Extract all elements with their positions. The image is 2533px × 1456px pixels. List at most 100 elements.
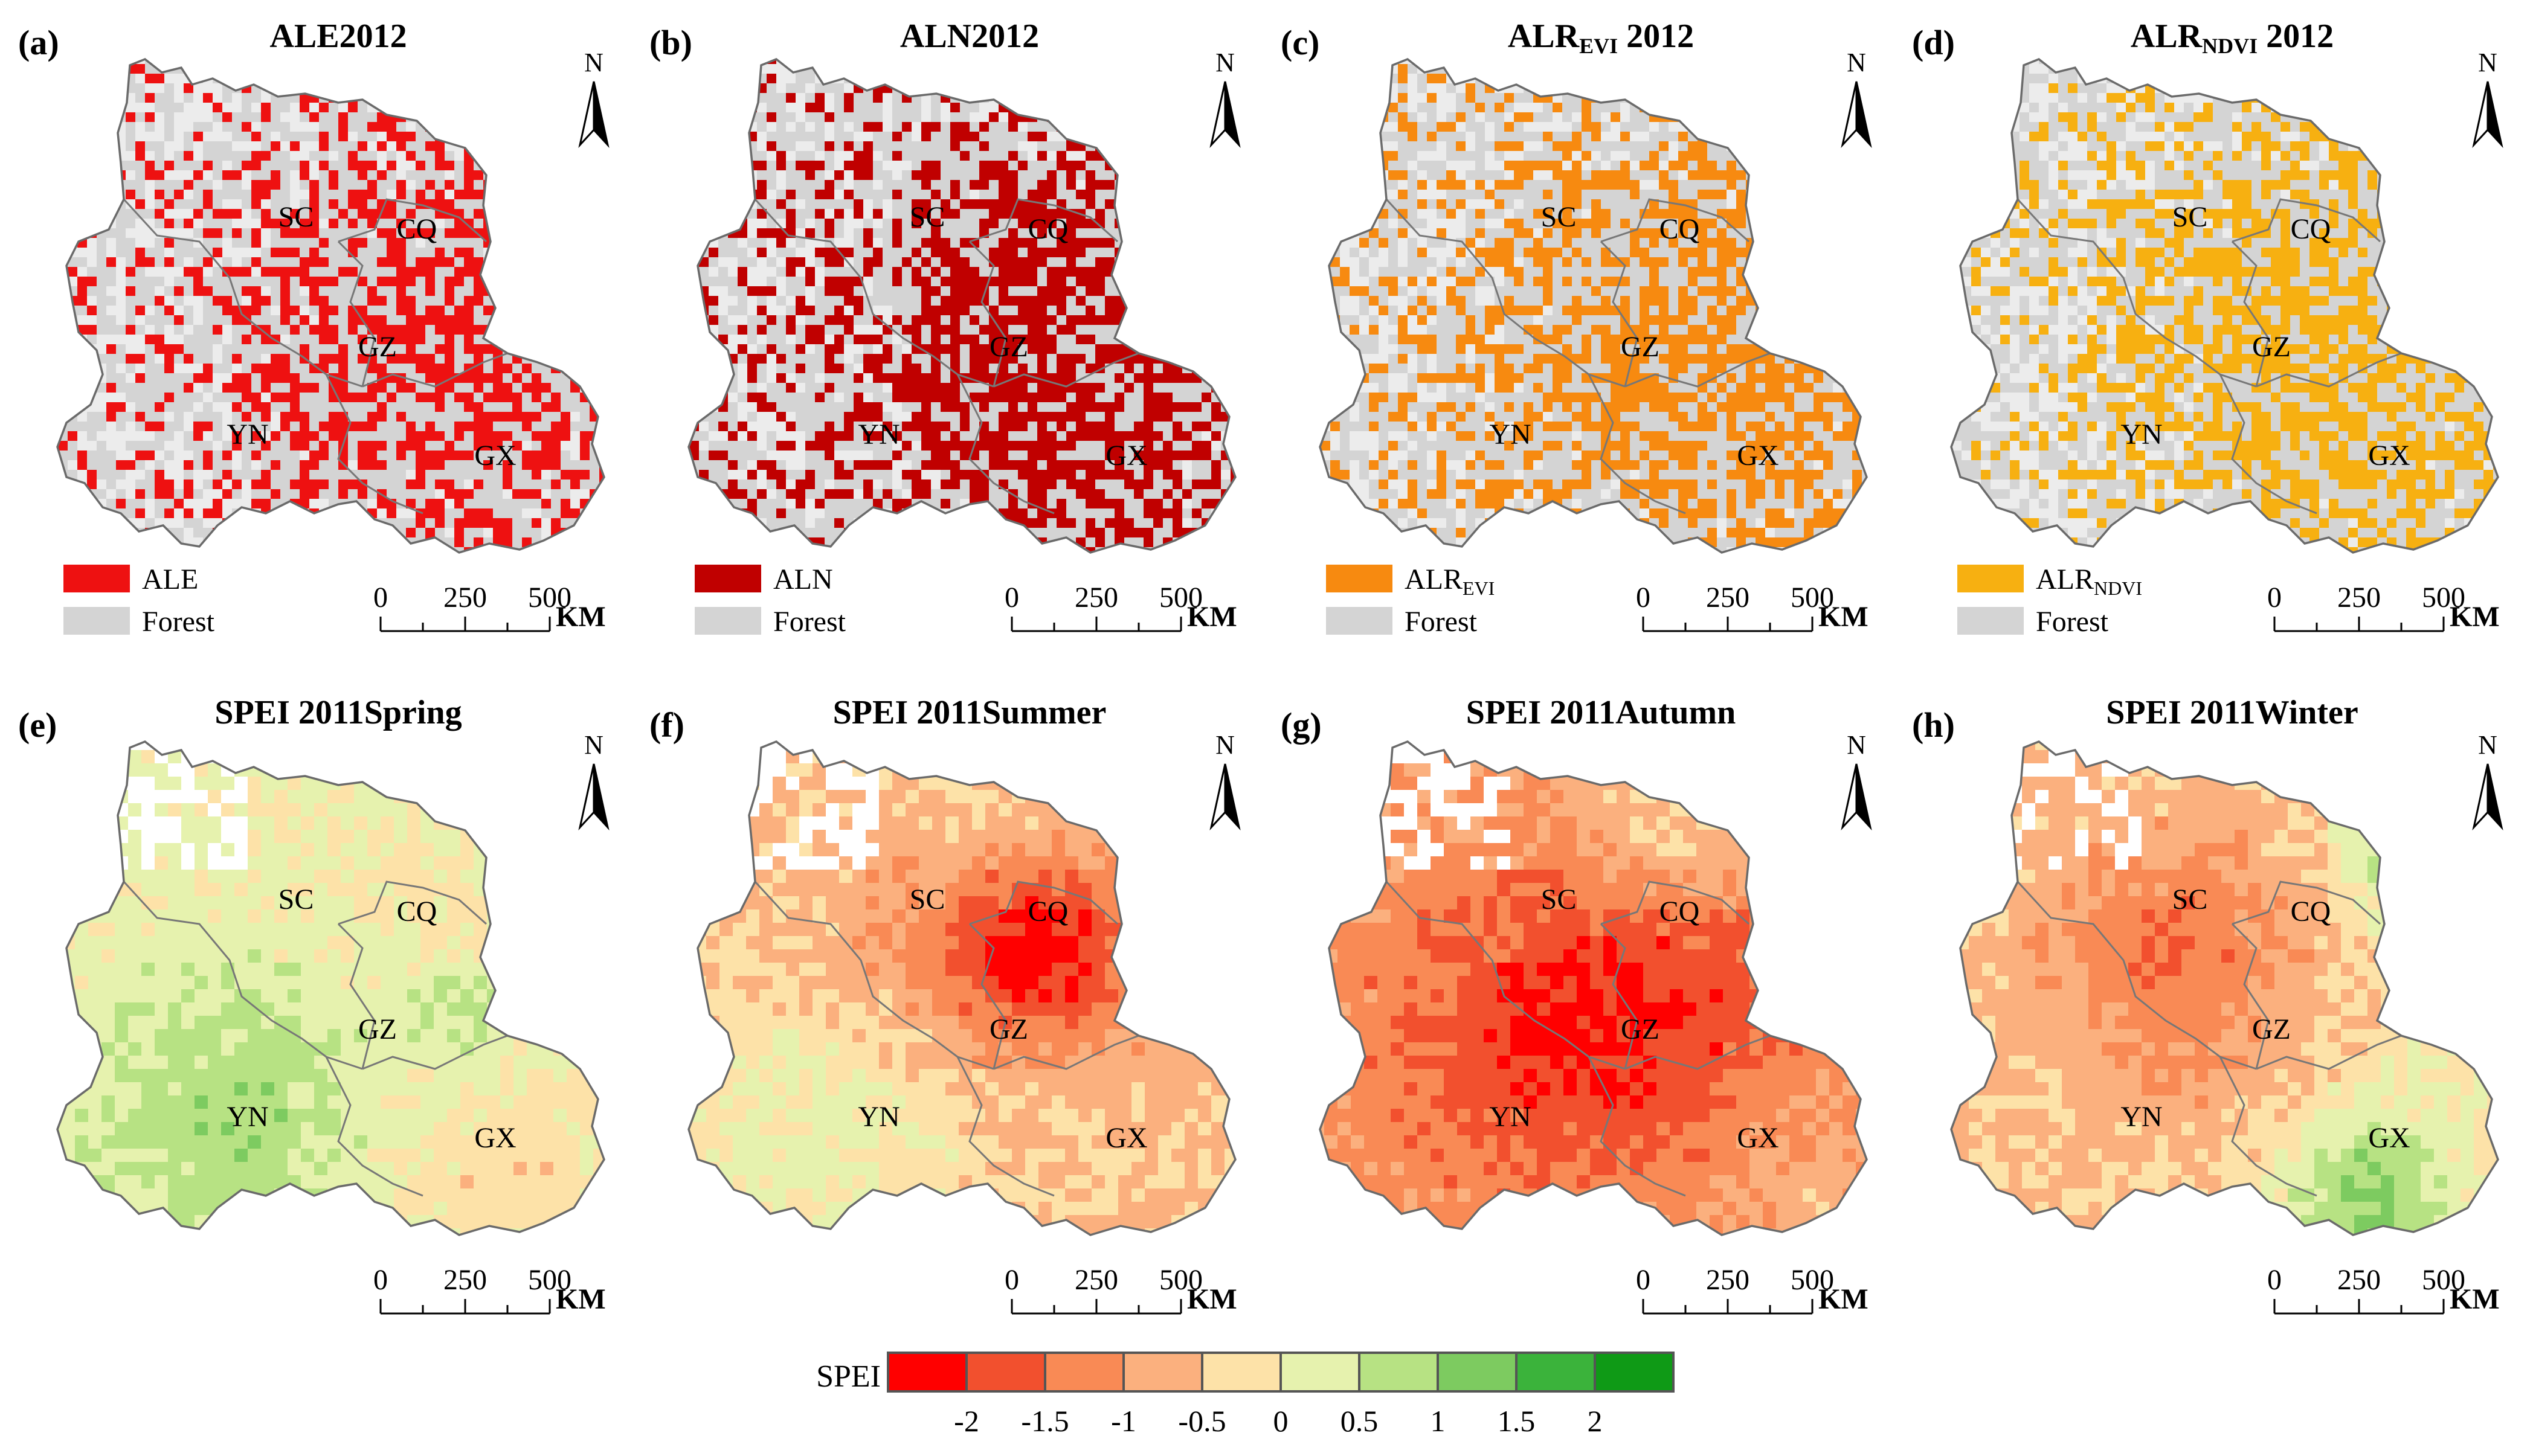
map-pixel bbox=[1047, 441, 1057, 451]
map-pixel bbox=[1124, 277, 1134, 286]
map-pixel bbox=[532, 489, 541, 499]
map-pixel bbox=[309, 479, 319, 489]
map-pixel bbox=[1173, 267, 1182, 277]
map-pixel bbox=[551, 122, 561, 132]
map-pixel bbox=[709, 151, 718, 161]
map-pixel bbox=[570, 296, 580, 306]
map-pixel bbox=[425, 112, 435, 122]
map-pixel bbox=[1105, 141, 1115, 151]
map-pixel bbox=[561, 132, 570, 141]
map-pixel bbox=[541, 122, 551, 132]
map-pixel bbox=[1182, 93, 1192, 103]
map-pixel bbox=[242, 228, 251, 238]
map-pixel bbox=[358, 151, 367, 161]
map-pixel bbox=[222, 151, 232, 161]
map-pixel bbox=[396, 286, 406, 296]
map-pixel bbox=[48, 209, 58, 219]
map-pixel bbox=[815, 325, 825, 335]
map-pixel bbox=[406, 451, 416, 460]
map-pixel bbox=[483, 557, 493, 566]
map-pixel bbox=[1221, 277, 1231, 286]
map-pixel bbox=[1124, 373, 1134, 383]
map-pixel bbox=[1105, 315, 1115, 325]
map-pixel bbox=[902, 286, 912, 296]
map-pixel bbox=[776, 151, 786, 161]
map-pixel bbox=[435, 499, 445, 508]
map-pixel bbox=[387, 422, 396, 431]
map-pixel bbox=[844, 190, 854, 199]
map-pixel bbox=[989, 209, 999, 219]
map-pixel bbox=[689, 122, 699, 132]
map-pixel bbox=[309, 257, 319, 267]
map-pixel bbox=[786, 354, 796, 364]
map-pixel bbox=[854, 286, 863, 296]
map-pixel bbox=[1163, 518, 1173, 528]
map-pixel bbox=[1018, 441, 1028, 451]
map-pixel bbox=[155, 460, 164, 470]
map-pixel bbox=[609, 180, 619, 190]
map-pixel bbox=[1173, 373, 1182, 383]
map-pixel bbox=[815, 335, 825, 344]
map-pixel bbox=[1076, 431, 1086, 441]
map-pixel bbox=[950, 344, 960, 354]
map-pixel bbox=[1202, 257, 1211, 267]
map-pixel bbox=[155, 402, 164, 412]
map-pixel bbox=[135, 83, 145, 93]
map-pixel bbox=[902, 132, 912, 141]
map-pixel bbox=[290, 248, 300, 257]
map-pixel bbox=[280, 422, 290, 431]
map-pixel bbox=[58, 238, 68, 248]
map-pixel bbox=[1144, 267, 1153, 277]
map-pixel bbox=[319, 54, 329, 64]
map-pixel bbox=[454, 93, 464, 103]
map-pixel bbox=[1086, 315, 1095, 325]
map-pixel bbox=[921, 296, 931, 306]
map-pixel bbox=[512, 64, 522, 74]
map-pixel bbox=[1182, 315, 1192, 325]
map-pixel bbox=[1095, 209, 1105, 219]
map-pixel bbox=[280, 132, 290, 141]
map-pixel bbox=[1095, 460, 1105, 470]
map-pixel bbox=[145, 257, 155, 267]
map-pixel bbox=[541, 296, 551, 306]
map-pixel bbox=[590, 344, 599, 354]
map-pixel bbox=[1086, 83, 1095, 93]
map-pixel bbox=[1192, 141, 1202, 151]
map-pixel bbox=[776, 93, 786, 103]
map-pixel bbox=[1066, 470, 1076, 479]
map-pixel bbox=[416, 54, 425, 64]
map-pixel bbox=[767, 402, 776, 412]
map-pixel bbox=[747, 441, 757, 451]
map-pixel bbox=[757, 451, 767, 460]
map-pixel bbox=[271, 451, 280, 460]
map-pixel bbox=[155, 238, 164, 248]
map-pixel bbox=[1115, 364, 1124, 373]
map-pixel bbox=[902, 470, 912, 479]
map-pixel bbox=[222, 170, 232, 180]
map-pixel bbox=[493, 170, 503, 180]
map-pixel bbox=[551, 74, 561, 83]
map-pixel bbox=[1008, 248, 1018, 257]
map-pixel bbox=[145, 112, 155, 122]
map-pixel bbox=[863, 335, 873, 344]
map-pixel bbox=[116, 402, 126, 412]
map-pixel bbox=[329, 219, 338, 228]
map-pixel bbox=[999, 199, 1008, 209]
map-pixel bbox=[464, 441, 474, 451]
map-pixel bbox=[747, 499, 757, 508]
map-pixel bbox=[1105, 393, 1115, 402]
map-pixel bbox=[145, 344, 155, 354]
map-pixel bbox=[825, 141, 834, 151]
map-pixel bbox=[1105, 122, 1115, 132]
map-pixel bbox=[309, 267, 319, 277]
map-pixel bbox=[718, 161, 728, 170]
map-pixel bbox=[551, 132, 561, 141]
map-pixel bbox=[921, 402, 931, 412]
map-pixel bbox=[1211, 286, 1221, 296]
map-pixel bbox=[155, 325, 164, 335]
map-pixel bbox=[251, 286, 261, 296]
map-pixel bbox=[541, 508, 551, 518]
map-pixel bbox=[338, 528, 348, 537]
map-pixel bbox=[1124, 479, 1134, 489]
map-pixel bbox=[1037, 479, 1047, 489]
